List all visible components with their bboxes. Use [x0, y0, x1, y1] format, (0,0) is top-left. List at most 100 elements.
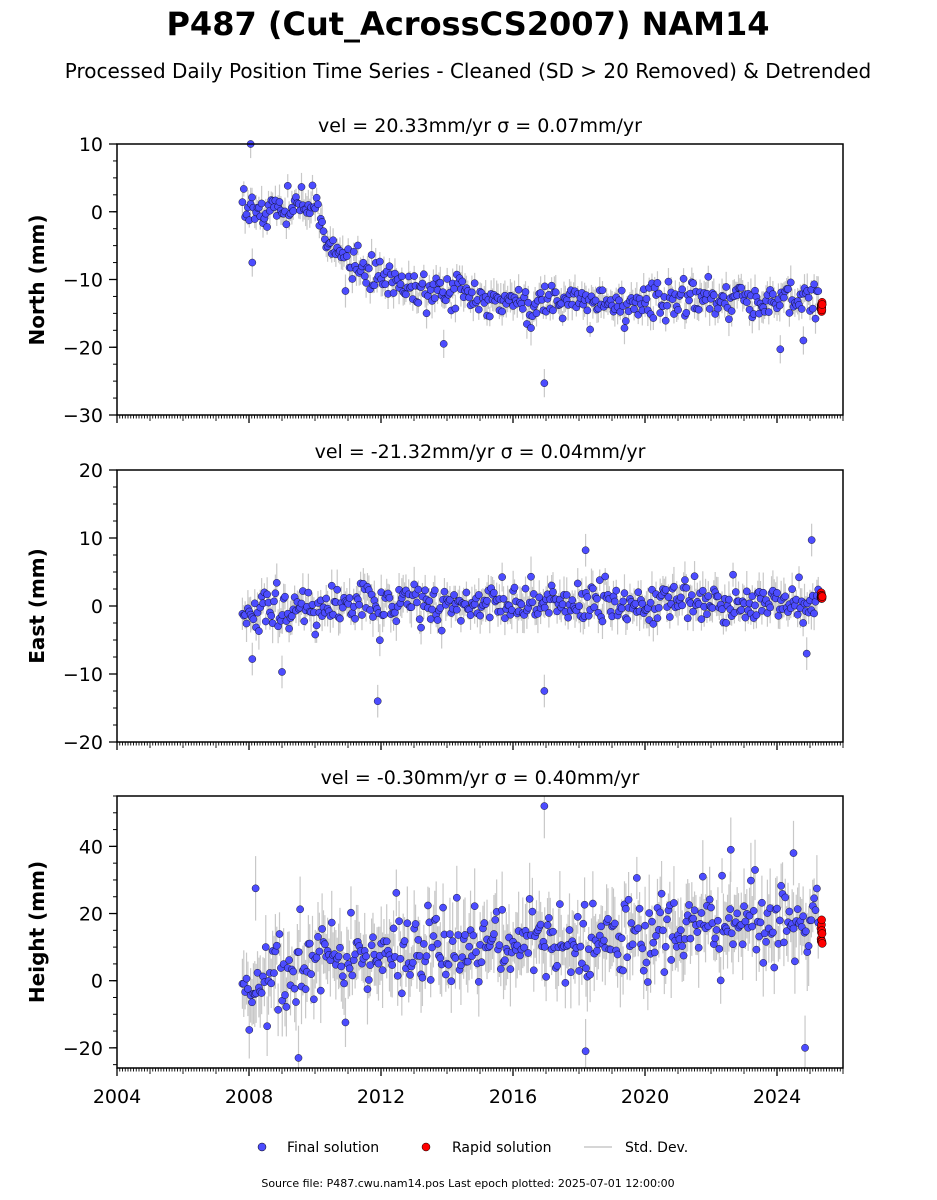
- north-panel-title: vel = 20.33mm/yr σ = 0.07mm/yr: [318, 115, 642, 137]
- north-data-point: [312, 193, 321, 202]
- height-data-point: [699, 872, 707, 881]
- east-y-tick-label: 10: [79, 528, 103, 550]
- source-footer: Source file: P487.cwu.nam14.pos Last epo…: [261, 1177, 674, 1190]
- height-data-point: [414, 936, 423, 944]
- east-data-point: [501, 614, 509, 623]
- north-data-point: [622, 317, 630, 325]
- east-data-point: [446, 595, 454, 604]
- north-data-point: [518, 305, 527, 313]
- height-data-point: [584, 945, 593, 954]
- north-data-point: [360, 272, 369, 280]
- height-data-point: [745, 911, 754, 920]
- height-data-point: [553, 961, 561, 970]
- height-data-point: [274, 1006, 282, 1014]
- east-data-point: [327, 581, 336, 590]
- height-data-point: [780, 938, 788, 947]
- height-data-point: [773, 904, 781, 913]
- east-data-point: [619, 597, 627, 606]
- height-data-point: [628, 940, 637, 949]
- north-data-point: [514, 285, 523, 294]
- north-outlier-point: [799, 336, 808, 345]
- north-data-point: [661, 316, 670, 325]
- height-data-point: [804, 942, 813, 950]
- north-data-point: [239, 185, 248, 193]
- east-data-point: [742, 587, 751, 596]
- height-data-point: [409, 958, 417, 967]
- east-data-point: [433, 616, 442, 624]
- north-data-point: [376, 257, 384, 266]
- height-data-point: [365, 976, 373, 984]
- height-data-point: [420, 940, 428, 948]
- east-data-point: [655, 604, 663, 612]
- north-data-point: [329, 236, 337, 245]
- east-data-point: [558, 600, 567, 609]
- north-y-tick-label: −20: [63, 337, 103, 359]
- height-data-point: [439, 903, 447, 912]
- height-data-point: [649, 938, 658, 947]
- north-data-point: [348, 275, 357, 283]
- height-x-tick-label: 2020: [621, 1086, 669, 1108]
- east-y-tick-label: −20: [63, 732, 103, 754]
- north-data-point: [682, 309, 691, 317]
- north-data-point: [414, 299, 423, 307]
- height-data-point: [393, 972, 402, 980]
- height-outlier-point: [581, 1047, 590, 1056]
- height-data-point: [793, 905, 802, 913]
- height-data-point: [348, 971, 357, 980]
- height-data-point: [369, 933, 377, 942]
- north-data-point: [498, 307, 506, 316]
- east-data-point: [781, 592, 790, 601]
- north-data-point: [678, 285, 686, 294]
- north-data-point: [410, 272, 418, 280]
- north-rapid-point: [817, 300, 827, 309]
- east-data-point: [799, 619, 807, 627]
- height-x-tick-label: 2024: [753, 1086, 801, 1108]
- north-data-point: [784, 285, 792, 293]
- height-data-point: [480, 919, 489, 927]
- height-data-point: [580, 900, 589, 909]
- height-data-point: [398, 989, 406, 998]
- north-data-point: [725, 315, 733, 323]
- east-data-point: [589, 584, 597, 593]
- east-data-point: [612, 586, 621, 595]
- height-data-point: [433, 939, 442, 948]
- height-x-tick-label: 2004: [93, 1086, 141, 1108]
- height-data-point: [301, 985, 310, 993]
- height-data-point: [697, 909, 706, 917]
- east-data-point: [678, 601, 686, 610]
- east-data-point: [431, 586, 439, 595]
- east-data-point: [649, 620, 658, 628]
- north-data-point: [642, 295, 651, 303]
- east-data-point: [601, 572, 610, 581]
- east-data-point: [376, 636, 384, 644]
- east-data-point: [529, 590, 538, 598]
- height-final-points: [238, 802, 823, 1062]
- east-data-point: [703, 610, 711, 618]
- height-data-point: [707, 903, 715, 912]
- height-data-point: [645, 909, 654, 917]
- height-data-point: [758, 898, 766, 907]
- north-data-point: [679, 274, 688, 283]
- east-data-point: [421, 586, 429, 595]
- height-data-point: [347, 908, 355, 917]
- north-data-point: [536, 289, 545, 297]
- height-data-point: [777, 882, 785, 890]
- height-data-point: [791, 957, 799, 966]
- height-data-point: [388, 961, 397, 969]
- east-outlier-point: [807, 536, 816, 544]
- north-data-point: [248, 193, 256, 202]
- north-data-point: [385, 262, 394, 271]
- north-data-point: [297, 183, 306, 191]
- height-panel-title: vel = -0.30mm/yr σ = 0.40mm/yr: [321, 767, 640, 789]
- east-data-point: [474, 591, 483, 599]
- east-data-point: [573, 579, 582, 588]
- height-data-point: [597, 922, 605, 931]
- north-data-point: [257, 199, 266, 208]
- east-data-point: [312, 621, 321, 630]
- north-data-point: [615, 296, 623, 305]
- height-data-point: [392, 889, 401, 897]
- east-data-point: [336, 614, 344, 623]
- north-data-point: [275, 198, 284, 206]
- height-data-point: [712, 926, 721, 934]
- height-x-tick-label: 2012: [357, 1086, 405, 1108]
